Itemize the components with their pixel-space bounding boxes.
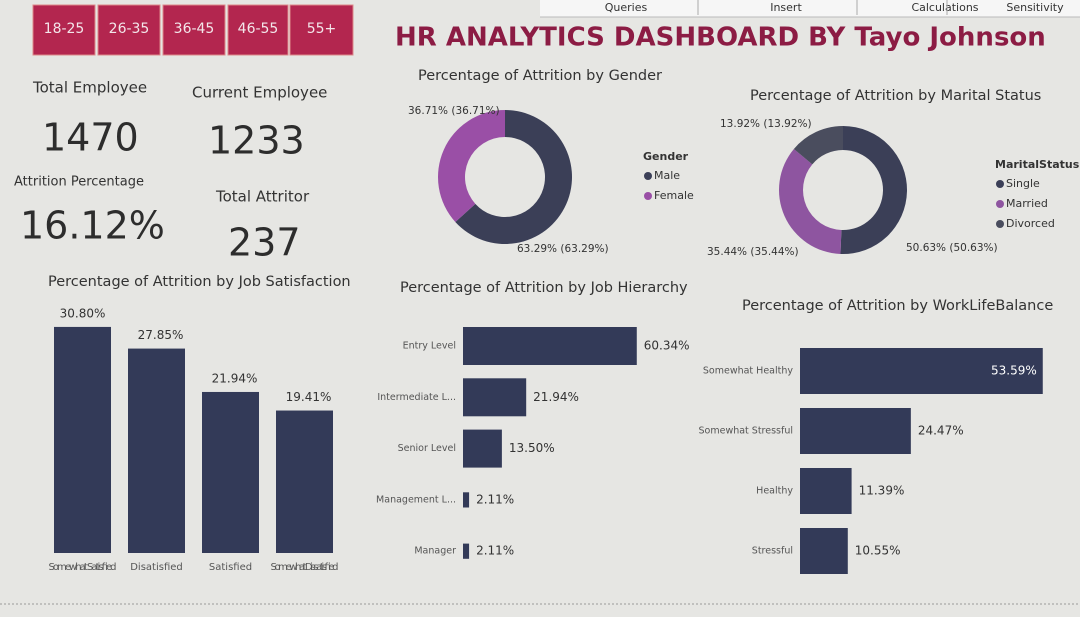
legend-title: Gender: [643, 150, 689, 163]
kpi-value: 1470: [42, 116, 139, 160]
menu-tab[interactable]: Queries: [605, 1, 648, 14]
legend-marker: [644, 172, 652, 180]
data-label: 27.85%: [138, 328, 184, 342]
data-label: 63.29% (63.29%): [517, 243, 609, 255]
kpi-value: 1233: [208, 119, 305, 163]
age-filter-label: 18-25: [44, 21, 85, 37]
legend-title: MaritalStatus: [995, 158, 1080, 171]
menu-tab[interactable]: Sensitivity: [1006, 1, 1064, 14]
legend-label: Married: [1006, 197, 1048, 210]
age-filter-button[interactable]: [97, 4, 161, 56]
data-label: 21.94%: [533, 390, 579, 404]
data-label: 21.94%: [212, 371, 258, 385]
kpi-value: 16.12%: [20, 204, 165, 248]
age-filter-button[interactable]: [227, 4, 289, 56]
data-label: 10.55%: [855, 544, 901, 558]
age-filter-button[interactable]: [289, 4, 354, 56]
menu-tab[interactable]: Calculations: [911, 1, 978, 14]
age-filter-label: 26-35: [109, 21, 150, 37]
y-category-label: Healthy: [756, 486, 793, 497]
y-category-label: Somewhat Healthy: [703, 366, 793, 377]
bar: [800, 408, 911, 454]
bar: [54, 326, 111, 553]
y-category-label: Entry Level: [403, 341, 456, 352]
legend-marker: [644, 192, 652, 200]
kpi-label: Total Employee: [32, 79, 147, 97]
data-label: 35.44% (35.44%): [707, 246, 799, 258]
bar: [276, 410, 333, 553]
x-category-label: Satisfied: [209, 562, 252, 573]
y-category-label: Somewhat Stressful: [699, 426, 794, 437]
donut-slice: [455, 110, 572, 244]
y-category-label: Stressful: [752, 546, 793, 557]
chart-title: Percentage of Attrition by WorkLifeBalan…: [742, 298, 1053, 314]
y-category-label: Management L...: [376, 494, 456, 505]
data-label: 2.11%: [476, 492, 514, 506]
legend-marker: [996, 220, 1004, 228]
kpi-label: Current Employee: [192, 84, 327, 102]
legend-label: Divorced: [1006, 217, 1055, 230]
donut-slice: [793, 126, 843, 165]
menu-tab[interactable]: Insert: [770, 1, 802, 14]
bar: [800, 528, 848, 574]
age-filter-label: 55+: [307, 21, 337, 37]
legend-label: Female: [654, 189, 694, 202]
data-label: 13.92% (13.92%): [720, 118, 812, 130]
kpi-label: Attrition Percentage: [14, 175, 144, 190]
y-category-label: Senior Level: [398, 443, 456, 454]
y-category-label: Manager: [414, 546, 456, 557]
bar: [800, 468, 852, 514]
menu-bar: [540, 0, 1080, 17]
donut-slice: [840, 126, 908, 254]
age-filter-label: 36-45: [174, 21, 215, 37]
age-filter-label: 46-55: [238, 21, 279, 37]
bar: [463, 492, 470, 508]
donut-slice: [779, 148, 842, 254]
x-category-label: Somewhat Dissatisfied: [271, 562, 339, 573]
data-label: 24.47%: [918, 424, 964, 438]
age-filter-button[interactable]: [32, 4, 96, 56]
x-category-label: Disatisfied: [130, 562, 183, 573]
bar: [800, 348, 1043, 394]
y-category-label: Intermediate L...: [377, 392, 456, 403]
chart-title: Percentage of Attrition by Marital Statu…: [750, 88, 1041, 104]
chart-title: Percentage of Attrition by Gender: [418, 68, 662, 84]
bar: [463, 327, 637, 365]
legend-label: Single: [1006, 177, 1040, 190]
legend-marker: [996, 200, 1004, 208]
x-category-label: Somewhat Satisfied: [49, 562, 117, 573]
kpi-value: 237: [228, 221, 301, 265]
chart-title: Percentage of Attrition by Job Satisfact…: [48, 274, 351, 290]
data-label: 36.71% (36.71%): [408, 105, 500, 117]
bar: [128, 348, 185, 553]
donut-slice: [437, 110, 505, 222]
age-filter-button[interactable]: [162, 4, 226, 56]
data-label: 53.59%: [991, 364, 1037, 378]
data-label: 60.34%: [644, 339, 690, 353]
data-label: 19.41%: [286, 390, 332, 404]
data-label: 50.63% (50.63%): [906, 242, 998, 254]
bar: [463, 378, 527, 417]
data-label: 13.50%: [509, 441, 555, 455]
data-label: 30.80%: [60, 306, 106, 320]
chart-title: Percentage of Attrition by Job Hierarchy: [400, 280, 688, 296]
bar: [202, 391, 259, 553]
legend-marker: [996, 180, 1004, 188]
dashboard-title: HR ANALYTICS DASHBOARD BY Tayo Johnson: [395, 23, 1046, 53]
legend-label: Male: [654, 169, 680, 182]
data-label: 2.11%: [476, 544, 514, 558]
bar: [463, 543, 470, 559]
kpi-label: Total Attritor: [215, 188, 310, 206]
bar: [463, 429, 502, 468]
data-label: 11.39%: [859, 484, 905, 498]
